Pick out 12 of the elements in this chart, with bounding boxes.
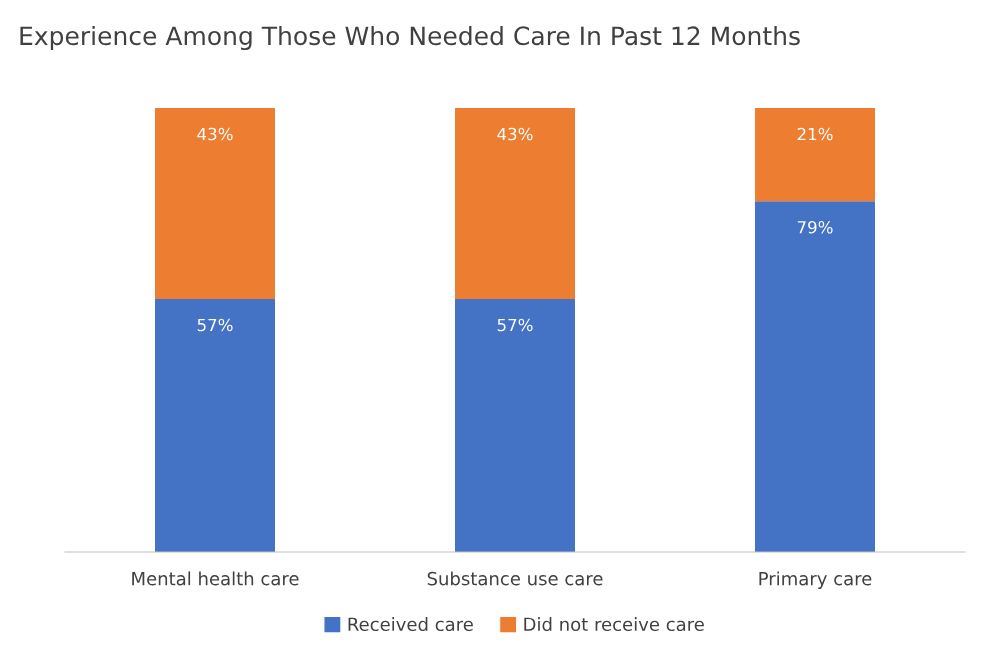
chart-title: Experience Among Those Who Needed Care In Past 12 Months [20, 25, 800, 51]
data-label: 43% [497, 127, 533, 141]
x-tick-label: Mental health care [132, 571, 299, 586]
x-tick-label: Primary care [759, 571, 872, 589]
data-label: 21% [797, 127, 833, 141]
data-label: 57% [197, 318, 233, 332]
legend-label: Received care [348, 617, 473, 632]
data-label: 57% [497, 318, 533, 332]
legend-label: Did not receive care [524, 617, 704, 632]
data-label: 79% [797, 220, 833, 234]
x-tick-label: Substance use care [427, 571, 603, 586]
data-label: 43% [197, 127, 233, 141]
